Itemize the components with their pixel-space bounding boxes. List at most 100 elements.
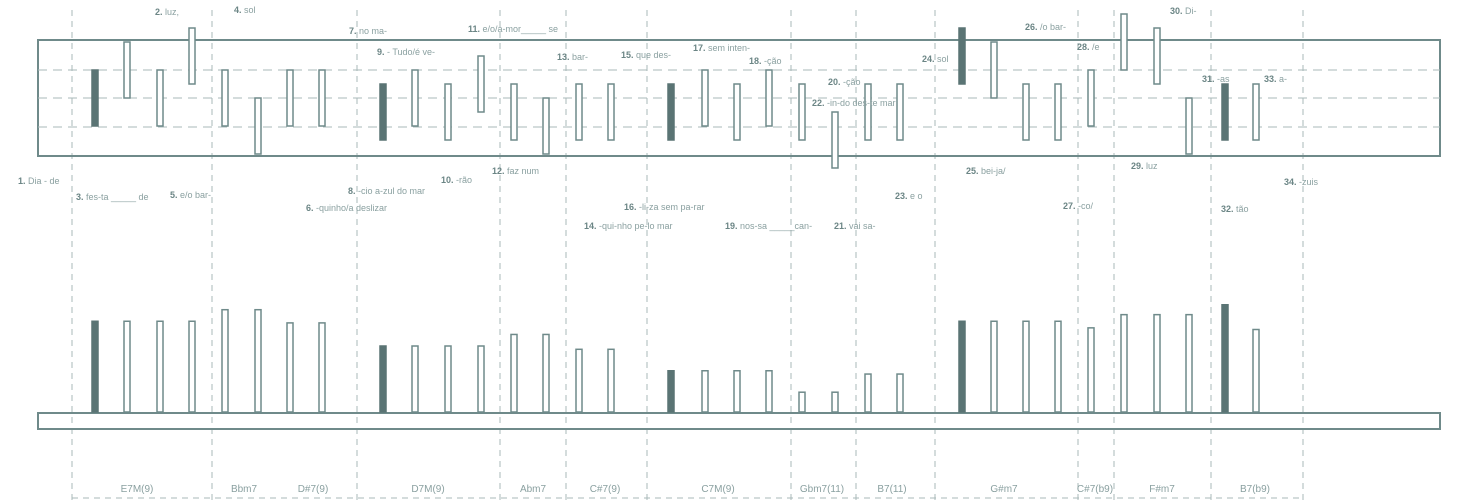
lyric-label: 30. Di- [1170,6,1197,16]
melody-note [701,69,709,127]
melody-note [318,69,326,127]
chord-labels: E7M(9) Bbm7 D#7(9) D7M(9) Abm7 C#7(9) C7M(9) Gb… [121,484,1270,495]
chord-label: C#7(b9) [1077,484,1113,495]
melody-note [411,69,419,127]
melody-note [733,83,741,141]
lyric-label: 17. sem inten- [693,43,750,53]
melody-note [542,97,550,155]
lyric-label: 34. -zuis [1284,177,1319,187]
melody-note [510,83,518,141]
chord-bar [990,320,998,413]
melody-note [1153,27,1161,85]
melody-note [831,111,839,169]
chord-label: Bbm7 [231,484,258,495]
vertical-guides [71,10,1304,500]
melody-notes [91,13,1260,169]
chord-label: B7(11) [877,484,906,495]
melody-note [444,83,452,141]
chord-bar [1153,313,1161,413]
melody-note [91,69,99,127]
chord-bar [318,322,326,413]
lyric-label: 19. nos-sa _____can- [725,221,812,231]
melody-note [1252,83,1260,141]
chord-bar [1087,327,1095,413]
chord-bar [798,391,806,413]
lyric-label: 3. fes-ta _____ de [76,192,149,202]
lyric-label: 33. a- [1264,74,1287,84]
chord-bar [733,370,741,413]
melody-note [156,69,164,127]
chord-bar [864,373,872,413]
melody-note [254,97,262,155]
melody-note [379,83,387,141]
lyrics: 1. Dia - de 2. luz, 3. fes-ta _____ de 4. s… [18,5,1319,231]
chord-bar [1022,320,1030,413]
melody-note [765,69,773,127]
lyric-label: 8. -cio a-zul do mar [348,186,425,196]
lyric-label: 18. -ção [749,56,782,66]
lyric-label: 2. luz, [155,7,179,17]
melody-note [188,27,196,85]
chord-bar [575,348,583,413]
lyric-label: 24. sol [922,54,949,64]
melody-note [575,83,583,141]
melody-note [896,83,904,141]
chord-bar [156,320,164,413]
chord-bar [286,322,294,413]
lyric-label: 13. bar- [557,52,588,62]
lyric-label: 25. bei-ja/ [966,166,1006,176]
lyric-label: 31. -as [1202,74,1230,84]
chord-bar [701,370,709,413]
melody-note [1185,97,1193,155]
melody-note [477,55,485,113]
chord-label: Abm7 [520,484,547,495]
lyric-label: 5. e/o bar- [170,190,211,200]
lyric-label: 32. tão [1221,204,1249,214]
chord-bar [1221,304,1229,413]
lyric-label: 16. -li-za sem pa-rar [624,202,705,212]
melody-note [607,83,615,141]
chord-bar [221,308,229,413]
lyric-label: 22. -in-do des-te mar [812,98,896,108]
chord-label: C#7(9) [590,484,621,495]
melody-note [1054,83,1062,141]
chord-bar [123,320,131,413]
chord-label: F#m7 [1149,484,1175,495]
melody-note [286,69,294,127]
chord-bar [667,370,675,413]
melody-note [123,41,131,99]
melody-note [990,41,998,99]
melody-note [958,27,966,85]
chord-bar [1185,313,1193,413]
chord-bar [411,345,419,413]
lyric-label: 23. e o [895,191,923,201]
lyric-label: 20. -ção [828,77,861,87]
chord-bar [510,333,518,413]
melody-note [667,83,675,141]
chord-bar [831,391,839,413]
chord-label: D7M(9) [411,484,444,495]
lyric-label: 10. -rão [441,175,472,185]
chord-bar [1054,320,1062,413]
chord-bar [607,348,615,413]
chord-bars [91,304,1260,413]
melody-note [221,69,229,127]
lyric-label: 6. -quinho/a deslizar [306,203,387,213]
chord-bar [1120,313,1128,413]
lyric-label: 12. faz num [492,166,539,176]
chord-bar [477,345,485,413]
lyric-label: 26. /o bar- [1025,22,1066,32]
melody-note [1120,13,1128,71]
lyric-label: 27. -co/ [1063,201,1094,211]
chord-bar [444,345,452,413]
chord-bar [542,333,550,413]
chord-bar [765,370,773,413]
lyric-label: 15. que des- [621,50,671,60]
lyric-label: 29. luz [1131,161,1158,171]
lyric-label: 14. -qui-nho pe-lo mar [584,221,673,231]
chord-bar [379,345,387,413]
chord-label: G#m7 [990,484,1018,495]
lyric-label: 4. sol [234,5,256,15]
chord-bar [188,320,196,413]
chord-label: B7(b9) [1240,484,1270,495]
